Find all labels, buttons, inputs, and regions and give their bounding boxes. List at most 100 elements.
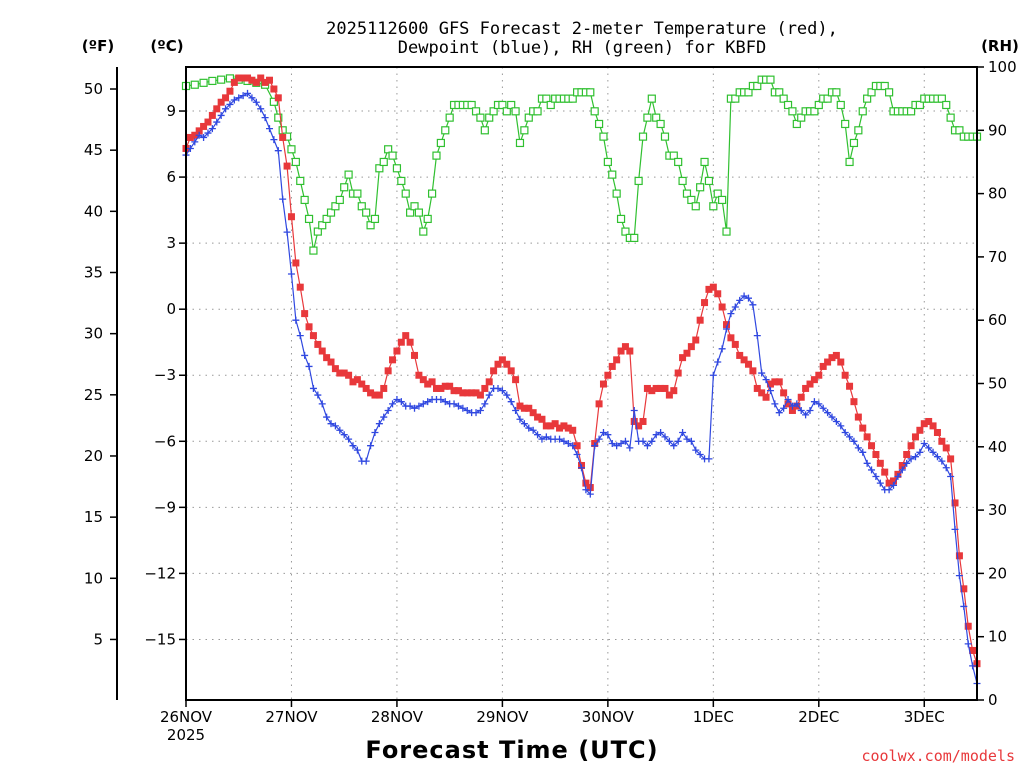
rh-point [783,100,793,110]
dewpoint-point [907,455,915,463]
temperature-point [226,87,234,95]
temperature-point [573,442,581,450]
dewpoint-point [815,400,823,408]
rh-point [603,157,612,167]
temperature-point [613,356,621,364]
dewpoint-point [687,437,695,445]
rh-point [634,176,643,186]
temperature-point [960,585,968,593]
dewpoint-point [775,409,783,417]
dewpoint-point [345,435,353,443]
temperature-point [617,347,625,355]
rh-point [682,189,692,198]
dewpoint-point [393,395,401,403]
rh-point [480,126,489,135]
temperature-point [292,259,300,267]
rh-point [652,113,661,122]
temperature-point [569,426,577,434]
rh-point [599,132,608,141]
dewpoint-point [894,473,902,481]
x-tick-sublabel: 2025 [167,726,205,744]
rh-tick-label: 40 [988,438,1007,456]
dewpoint-point [788,402,796,410]
rh-point [406,208,415,217]
temperature-point [762,393,770,401]
temperature-point [582,479,590,487]
temperature-point [419,376,427,384]
dewpoint-point [947,473,955,481]
rh-point [823,94,832,103]
rh-point [542,94,551,103]
rh-point [704,176,714,186]
rh-point [274,113,283,122]
dewpoint-point [911,453,919,461]
dewpoint-point [222,105,230,113]
dewpoint-point [340,431,348,439]
rh-tick-label: 10 [988,628,1007,646]
dewpoint-point [265,125,273,133]
dewpoint-point [384,406,392,414]
dewpoint-point [731,303,739,311]
rh-point [766,75,775,84]
temperature-point [230,78,238,86]
dewpoint-point [560,437,568,445]
dewpoint-point [485,391,493,399]
dewpoint-point [898,466,906,474]
temperature-point [679,354,687,362]
dewpoint-point [454,402,462,410]
dewpoint-point [327,420,335,428]
temperature-point [824,358,832,366]
dewpoint-series [182,89,981,687]
rh-point [445,113,454,122]
dewpoint-point [749,301,757,309]
dewpoint-point [665,437,673,445]
rh-point [779,94,788,103]
temperature-point [784,400,792,408]
dewpoint-point [301,351,309,359]
rh-point [225,74,235,83]
temperature-point [556,424,564,432]
dewpoint-point [556,435,564,443]
celsius-tick-label: 0 [166,300,176,318]
dewpoint-point [854,444,862,452]
dewpoint-point [771,400,779,408]
rh-tick-label: 70 [988,248,1007,266]
temperature-point [652,384,660,392]
dewpoint-point [643,442,651,450]
dewpoint-point [305,362,313,370]
rh-point [867,88,876,97]
temperature-point [327,358,335,366]
temperature-point [265,76,273,84]
temperature-point [881,468,889,476]
dewpoint-point [810,398,818,406]
temperature-point [863,433,871,441]
rh-point [915,100,924,110]
temperature-point [947,455,955,463]
dewpoint-point [283,228,291,236]
rh-point [942,100,951,110]
temperature-point [687,343,695,351]
temperature-point [850,398,858,406]
rh-point [849,138,859,148]
temperature-point [516,402,524,410]
temperature-point [595,400,603,408]
dewpoint-point [582,486,590,494]
dewpoint-point [419,400,427,408]
x-tick-label: 30NOV [582,708,635,726]
rh-point [208,76,217,86]
temperature-point [411,351,419,359]
dewpoint-point [925,444,933,452]
dewpoint-point [819,404,827,412]
dewpoint-point [933,453,941,461]
rh-point [906,107,916,116]
temperature-point [520,404,528,412]
temperature-point [635,422,643,430]
temperature-point [806,380,814,388]
temperature-point [279,133,287,141]
temperature-point [599,380,607,388]
temperature-point [929,422,937,430]
dewpoint-point [709,371,717,379]
dewpoint-point [969,662,977,670]
temperature-point [916,426,924,434]
temperature-point [287,213,295,221]
